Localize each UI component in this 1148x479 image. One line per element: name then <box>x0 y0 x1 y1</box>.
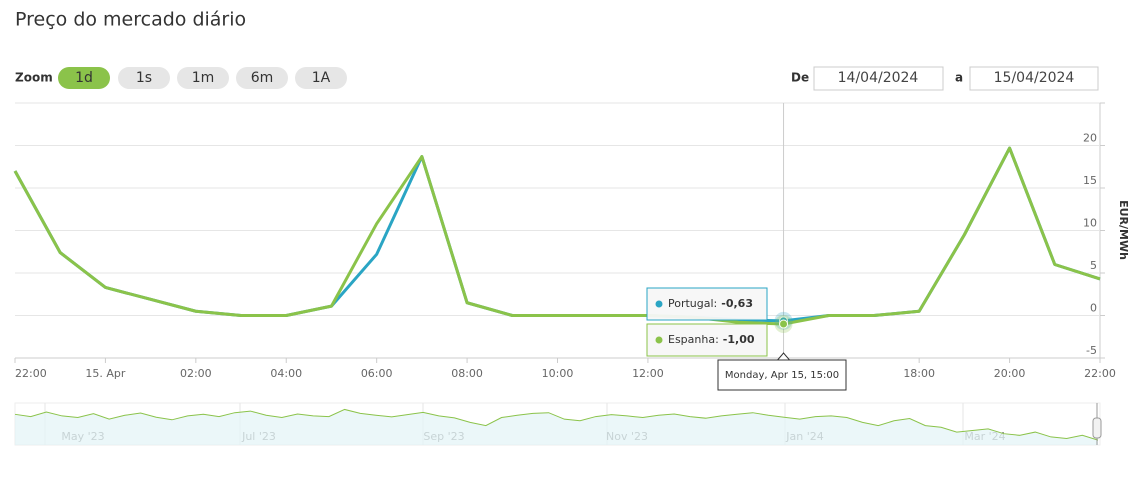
y-tick-label: 0 <box>1090 302 1097 315</box>
zoom-button[interactable] <box>295 67 347 89</box>
x-tick-label: 02:00 <box>180 367 212 380</box>
zoom-label: Zoom <box>15 71 53 85</box>
x-tick-label: 15. Apr <box>85 367 125 380</box>
tooltip-box <box>646 323 768 357</box>
tooltip-row: Portugal: -0,63 <box>668 297 753 310</box>
series-line <box>13 146 1101 326</box>
navigator-handle[interactable] <box>1092 417 1102 439</box>
zoom-button-label: 1A <box>312 70 331 86</box>
zoom-button-label: 1m <box>192 70 215 86</box>
navigator-line <box>14 408 1099 441</box>
x-tick-label: 06:00 <box>361 367 393 380</box>
zoom-button-label: 1d <box>75 70 93 86</box>
tooltip-value: -1,00 <box>723 333 755 346</box>
tooltip-dot <box>655 300 663 308</box>
x-tick-label: 12:00 <box>632 367 664 380</box>
x-tick-label: 08:00 <box>451 367 483 380</box>
tooltip-label: Espanha: <box>668 333 719 346</box>
x-tick-label: 20:00 <box>994 367 1026 380</box>
tooltip-dot <box>655 336 663 344</box>
y-axis-title: EUR/MWh <box>1117 200 1130 260</box>
zoom-button[interactable] <box>118 67 170 89</box>
y-tick-label: -5 <box>1086 344 1097 357</box>
zoom-button[interactable] <box>177 67 229 89</box>
y-tick-label: 5 <box>1090 259 1097 272</box>
y-tick-label: 10 <box>1083 217 1097 230</box>
from-date: 14/04/2024 <box>838 70 919 86</box>
hover-point <box>779 319 789 329</box>
x-tick-label: 22:00 <box>1084 367 1116 380</box>
tooltip-label: Portugal: <box>668 297 717 310</box>
tooltip-value: -0,63 <box>721 297 753 310</box>
tooltip-row: Espanha: -1,00 <box>668 333 755 346</box>
zoom-button[interactable] <box>236 67 288 89</box>
x-tick-label: 18:00 <box>903 367 935 380</box>
to-input[interactable] <box>969 66 1099 91</box>
to-label: a <box>955 71 963 85</box>
x-tick-label: 04:00 <box>270 367 302 380</box>
zoom-button-label: 6m <box>251 70 274 86</box>
to-date: 15/04/2024 <box>994 70 1075 86</box>
navigator-area <box>15 409 1098 445</box>
from-input[interactable] <box>813 66 944 91</box>
y-tick-label: 20 <box>1083 132 1097 145</box>
page-title: Preço do mercado diário <box>15 9 246 31</box>
tooltip-pointer <box>776 352 791 361</box>
zoom-button[interactable] <box>58 67 110 89</box>
tooltip-header-box <box>717 359 847 391</box>
x-tick-label: 10:00 <box>542 367 574 380</box>
series-line <box>13 146 1101 323</box>
y-tick-label: 15 <box>1083 174 1097 187</box>
x-tick-label: 22:00 <box>15 367 47 380</box>
from-label: De <box>791 71 809 85</box>
zoom-button-label: 1s <box>136 70 152 86</box>
tooltip-box <box>646 287 768 321</box>
tooltip-header: Monday, Apr 15, 15:00 <box>725 370 839 381</box>
